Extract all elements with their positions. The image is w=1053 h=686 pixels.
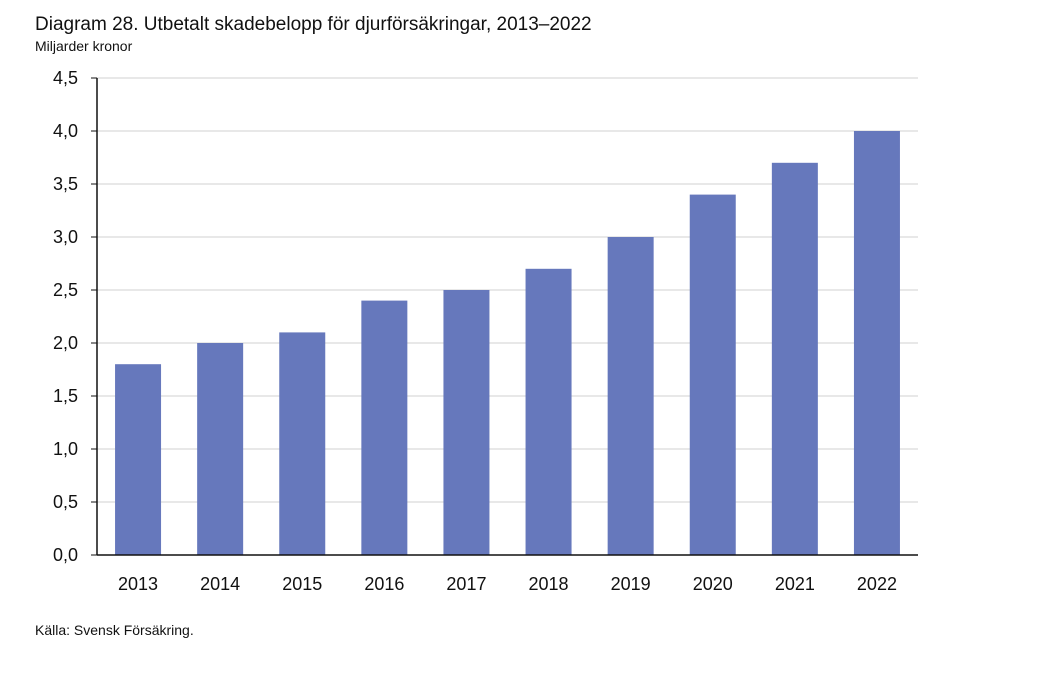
x-tick-label: 2018 bbox=[529, 574, 569, 594]
y-tick-label: 4,0 bbox=[53, 121, 78, 141]
x-tick-label: 2020 bbox=[693, 574, 733, 594]
x-tick-label: 2022 bbox=[857, 574, 897, 594]
y-axis-tick-labels: 0,0 0,5 1,0 1,5 2,0 2,5 3,0 3,5 4,0 4,5 bbox=[53, 68, 78, 565]
y-tick-label: 0,5 bbox=[53, 492, 78, 512]
x-tick-label: 2017 bbox=[446, 574, 486, 594]
y-tick-label: 3,0 bbox=[53, 227, 78, 247]
y-tick-label: 3,5 bbox=[53, 174, 78, 194]
bar-2021 bbox=[771, 162, 818, 556]
y-tick-label: 2,0 bbox=[53, 333, 78, 353]
x-tick-label: 2021 bbox=[775, 574, 815, 594]
bar-2019 bbox=[607, 237, 654, 555]
x-tick-label: 2015 bbox=[282, 574, 322, 594]
bar-2022 bbox=[853, 131, 900, 555]
bar-2015 bbox=[279, 332, 326, 555]
bar-2017 bbox=[443, 290, 490, 555]
x-axis-tick-labels: 2013 2014 2015 2016 2017 2018 2019 2020 2021 2022 bbox=[118, 574, 897, 594]
y-tick-label: 1,5 bbox=[53, 386, 78, 406]
bar-2016 bbox=[361, 300, 408, 555]
y-tick-label: 1,0 bbox=[53, 439, 78, 459]
bar-2018 bbox=[525, 268, 572, 555]
x-tick-label: 2016 bbox=[364, 574, 404, 594]
y-tick-label: 0,0 bbox=[53, 545, 78, 565]
source-note: Källa: Svensk Försäkring. bbox=[35, 622, 194, 638]
axes bbox=[91, 77, 918, 556]
bar-2014 bbox=[197, 343, 244, 555]
x-tick-label: 2019 bbox=[611, 574, 651, 594]
chart-title: Diagram 28. Utbetalt skadebelopp för dju… bbox=[35, 14, 592, 35]
chart-subtitle: Miljarder kronor bbox=[35, 38, 133, 54]
x-tick-label: 2014 bbox=[200, 574, 240, 594]
y-tick-label: 4,5 bbox=[53, 68, 78, 88]
y-tick-label: 2,5 bbox=[53, 280, 78, 300]
bar-2013 bbox=[115, 364, 162, 555]
bars bbox=[115, 131, 900, 556]
x-tick-label: 2013 bbox=[118, 574, 158, 594]
bar-2020 bbox=[689, 194, 736, 555]
